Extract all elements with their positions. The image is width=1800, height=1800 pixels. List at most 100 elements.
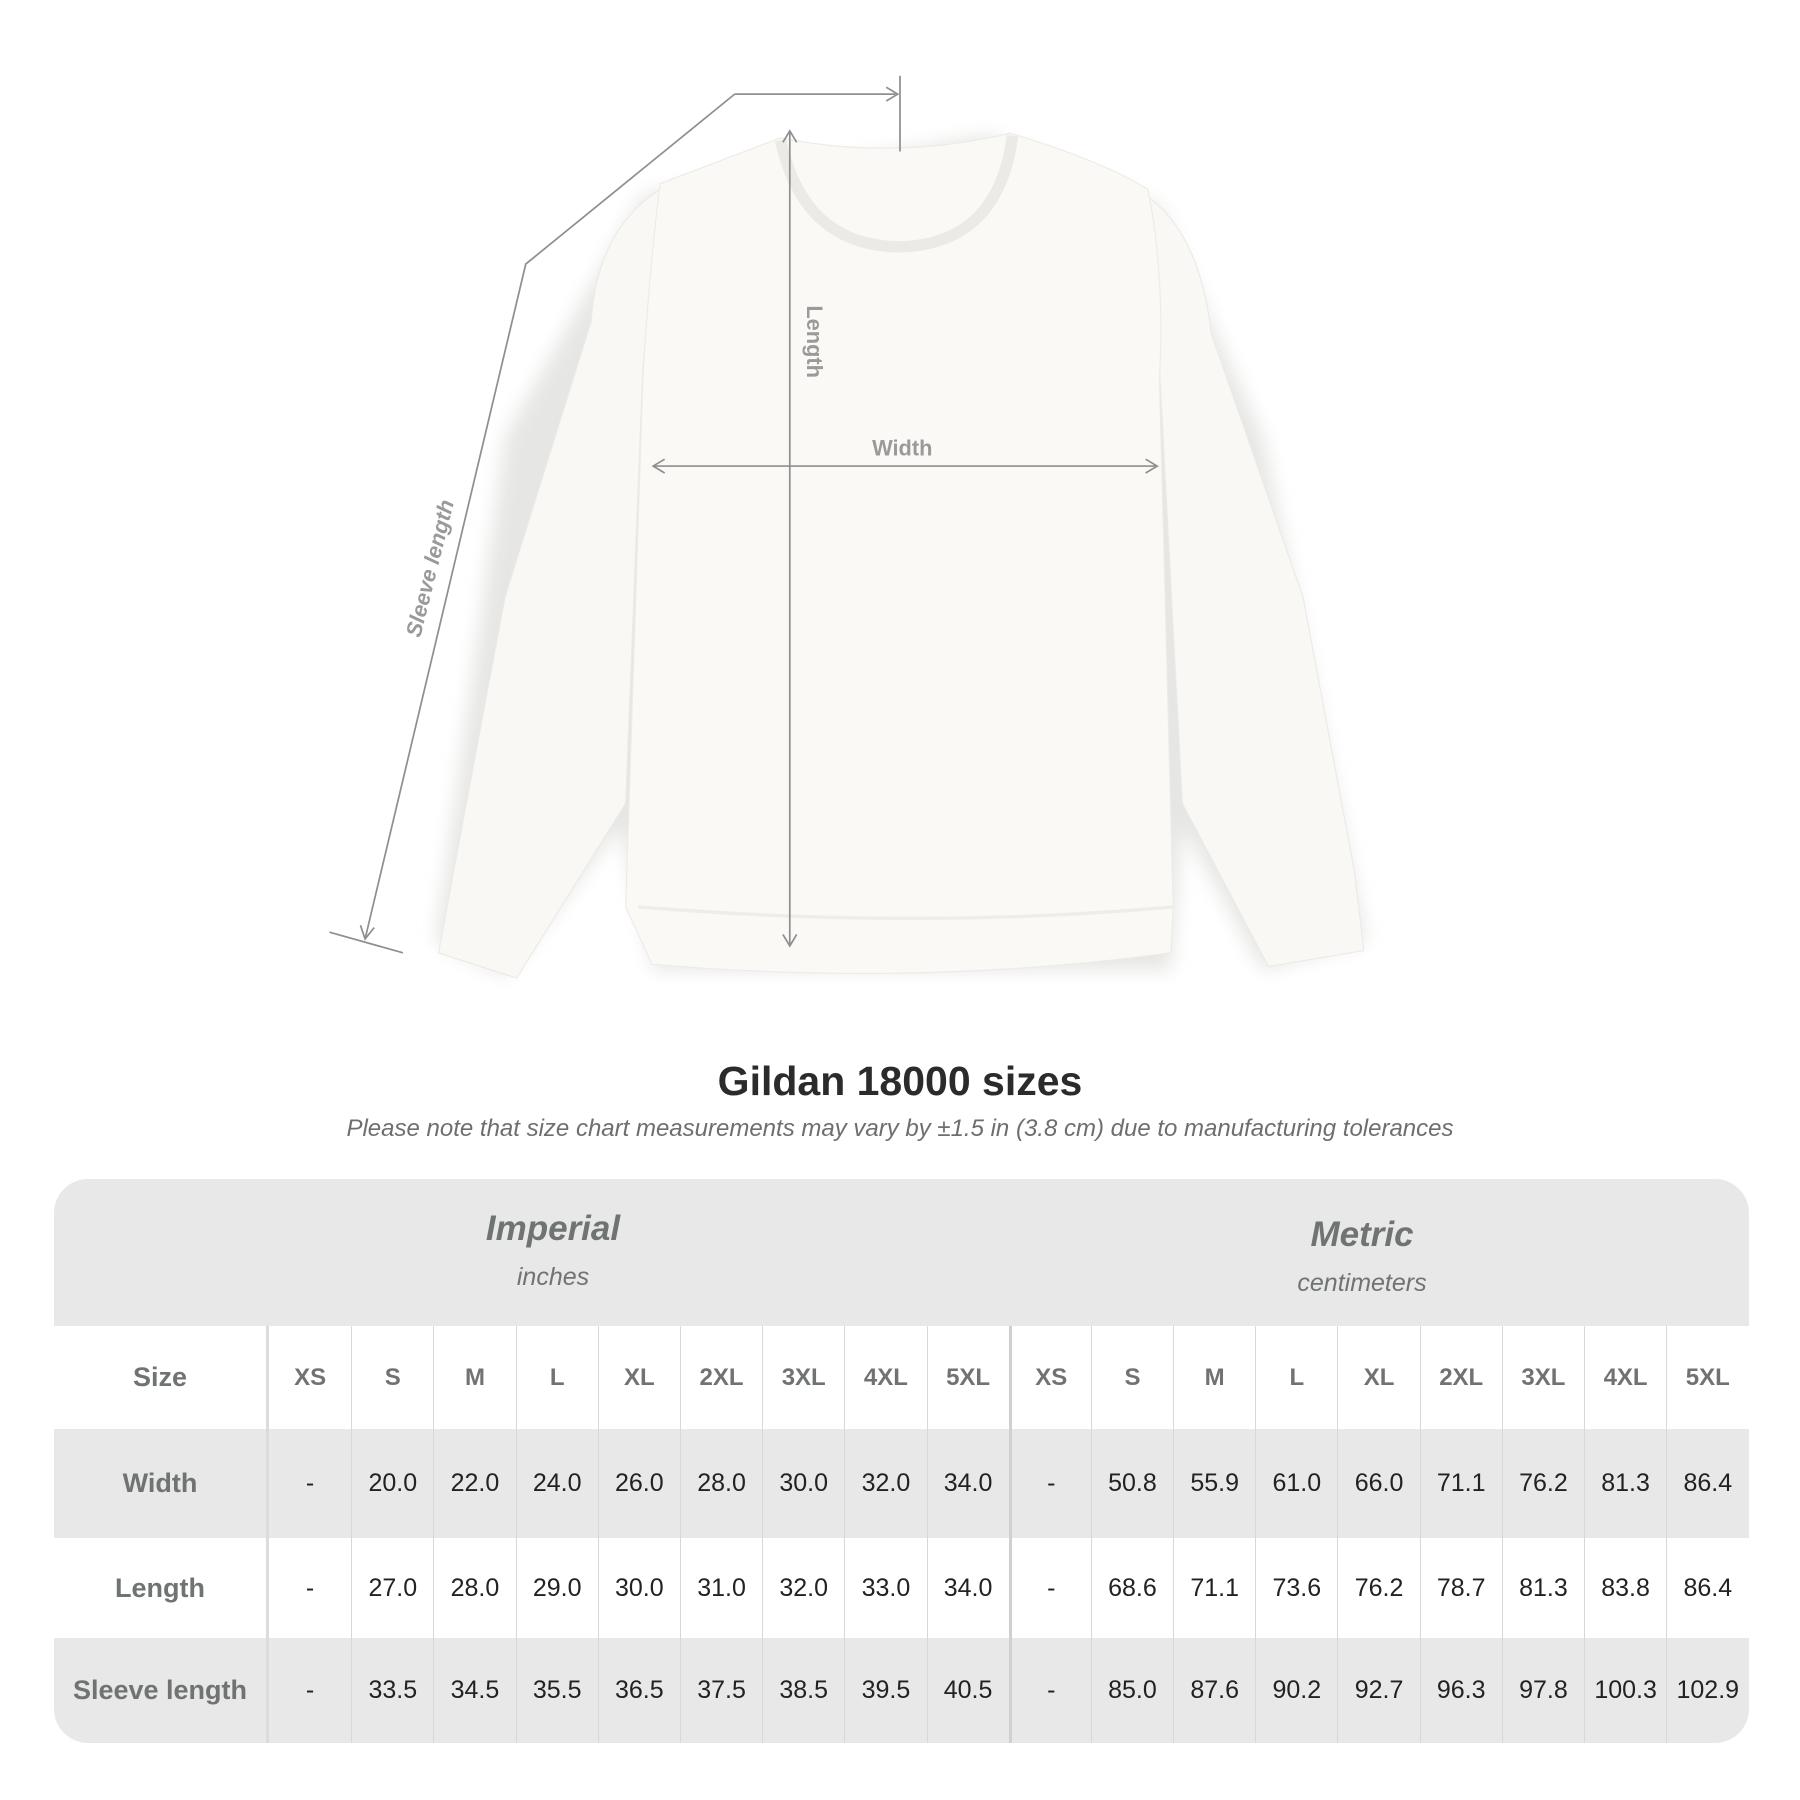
table-row: Length - 27.0 28.0 29.0 30.0 31.0 32.0 33.0 34.0… xyxy=(54,1538,1749,1638)
table-cell: 28.0 xyxy=(433,1538,515,1638)
table-cell: 81.3 xyxy=(1584,1429,1666,1538)
table-cell: 71.1 xyxy=(1173,1538,1255,1638)
table-cell: 102.9 xyxy=(1666,1638,1748,1743)
chart-title: Gildan 18000 sizes xyxy=(717,1058,1083,1104)
table-cell: 68.6 xyxy=(1090,1538,1173,1638)
size-header-cell: 3XL xyxy=(762,1326,844,1429)
size-header-cell: 3XL xyxy=(1501,1326,1584,1429)
table-cell: 92.7 xyxy=(1337,1638,1419,1743)
metric-unit: centimeters xyxy=(1297,1269,1427,1297)
size-header-cell: XS xyxy=(294,1363,327,1391)
sweatshirt-left-sleeve xyxy=(437,188,661,979)
size-header-cell: 5XL xyxy=(1666,1326,1748,1429)
length-label: Length xyxy=(802,305,827,378)
size-header-cell: XL xyxy=(597,1326,680,1429)
imperial-unit: inches xyxy=(516,1263,590,1291)
sweatshirt-right-sleeve xyxy=(1141,191,1365,968)
table-cell: 35.5 xyxy=(515,1638,598,1743)
tolerance-note: Please note that size chart measurements… xyxy=(346,1115,1454,1142)
table-cell: 20.0 xyxy=(351,1429,433,1538)
size-header-cell: 4XL xyxy=(844,1326,926,1429)
table-cell: 61.0 xyxy=(1255,1429,1337,1538)
table-cell: 78.7 xyxy=(1419,1538,1502,1638)
table-cell: 55.9 xyxy=(1173,1429,1255,1538)
table-cell: 39.5 xyxy=(844,1638,926,1743)
table-cell: 22.0 xyxy=(433,1429,515,1538)
table-cell: 32.0 xyxy=(844,1429,926,1538)
table-cell: 86.4 xyxy=(1666,1429,1748,1538)
table-cell: 76.2 xyxy=(1501,1429,1584,1538)
size-header-cell: L xyxy=(515,1326,598,1429)
metric-group: Metric centimeters xyxy=(1112,1215,1612,1298)
table-cell: - xyxy=(1008,1638,1091,1743)
size-header-cell: 2XL xyxy=(679,1326,762,1429)
size-header-cell: 5XL xyxy=(926,1326,1009,1429)
size-table: Imperial inches Metric centimeters Size … xyxy=(54,1179,1749,1743)
table-cell: - xyxy=(305,1573,315,1602)
table-cell: 76.2 xyxy=(1337,1538,1419,1638)
table-cell: 30.0 xyxy=(762,1429,844,1538)
table-cell: 37.5 xyxy=(679,1638,762,1743)
table-cell: 38.5 xyxy=(762,1638,844,1743)
row-label: Width xyxy=(54,1429,269,1538)
row-label: Length xyxy=(54,1538,269,1638)
table-cell: 34.0 xyxy=(926,1429,1009,1538)
table-cell: 33.0 xyxy=(844,1538,926,1638)
row-label: Sleeve length xyxy=(54,1638,269,1743)
table-cell: 83.8 xyxy=(1584,1538,1666,1638)
size-header-cell: S xyxy=(351,1326,433,1429)
size-header-cell: XL xyxy=(1337,1326,1419,1429)
table-cell: 86.4 xyxy=(1666,1538,1748,1638)
table-cell: - xyxy=(1008,1538,1091,1638)
table-row: Sleeve length - 33.5 34.5 35.5 36.5 37.5 38.5 3… xyxy=(54,1638,1749,1743)
measurement-lines xyxy=(329,75,1159,954)
table-cell: - xyxy=(305,1469,315,1497)
table-cell: 50.8 xyxy=(1090,1429,1173,1538)
table-row: Width -20.0 22.0 24.0 26.0 28.0 30.0 32.0 34.0-… xyxy=(54,1429,1749,1538)
table-cell: 87.6 xyxy=(1173,1638,1255,1743)
size-header-cell: 2XL xyxy=(1419,1326,1502,1429)
table-cell: - xyxy=(305,1676,315,1704)
size-header-cell: XS xyxy=(1008,1326,1091,1429)
table-cell: 96.3 xyxy=(1419,1638,1502,1743)
table-cell: - xyxy=(1008,1429,1091,1538)
row-label: Size xyxy=(54,1326,269,1429)
size-header-cell: S xyxy=(1090,1326,1173,1429)
size-header-cell: M xyxy=(1173,1326,1255,1429)
table-cell: 29.0 xyxy=(515,1538,598,1638)
table-cell: 32.0 xyxy=(762,1538,844,1638)
table-cell: 73.6 xyxy=(1255,1538,1337,1638)
arrowheads xyxy=(359,86,1159,948)
table-cell: 24.0 xyxy=(515,1429,598,1538)
sleeve-length-line xyxy=(329,75,901,954)
table-cell: 26.0 xyxy=(597,1429,680,1538)
table-cell: 100.3 xyxy=(1584,1638,1666,1743)
table-cell: 34.0 xyxy=(926,1538,1009,1638)
table-cell: 34.5 xyxy=(433,1638,515,1743)
sleeve-length-label: Sleeve length xyxy=(401,497,459,639)
table-cell: 85.0 xyxy=(1090,1638,1173,1743)
table-cell: 40.5 xyxy=(926,1638,1009,1743)
table-cell: 31.0 xyxy=(679,1538,762,1638)
table-cell: 81.3 xyxy=(1501,1538,1584,1638)
width-label: Width xyxy=(872,436,932,461)
imperial-title: Imperial xyxy=(485,1209,621,1248)
unit-header: Imperial inches Metric centimeters xyxy=(54,1179,1749,1326)
sweatshirt-body xyxy=(625,132,1174,975)
table-cell: 27.0 xyxy=(351,1538,433,1638)
sweatshirt-waistband xyxy=(638,905,1174,921)
table-cell: 30.0 xyxy=(597,1538,680,1638)
size-header-cell: L xyxy=(1255,1326,1337,1429)
table-cell: 90.2 xyxy=(1255,1638,1337,1743)
table-cell: 66.0 xyxy=(1337,1429,1419,1538)
sweatshirt-collar xyxy=(775,134,1019,253)
size-row: Size XS S M L XL 2XL 3XL 4XL 5XL XS S M L XL 2XL 3XL 4XL… xyxy=(54,1326,1749,1429)
table-cell: 33.5 xyxy=(351,1638,433,1743)
size-header-cell: M xyxy=(433,1326,515,1429)
table-cell: 71.1 xyxy=(1419,1429,1502,1538)
imperial-group: Imperial inches xyxy=(303,1209,803,1292)
table-cell: 28.0 xyxy=(679,1429,762,1538)
size-header-cell: 4XL xyxy=(1584,1326,1666,1429)
metric-title: Metric xyxy=(1310,1215,1414,1254)
